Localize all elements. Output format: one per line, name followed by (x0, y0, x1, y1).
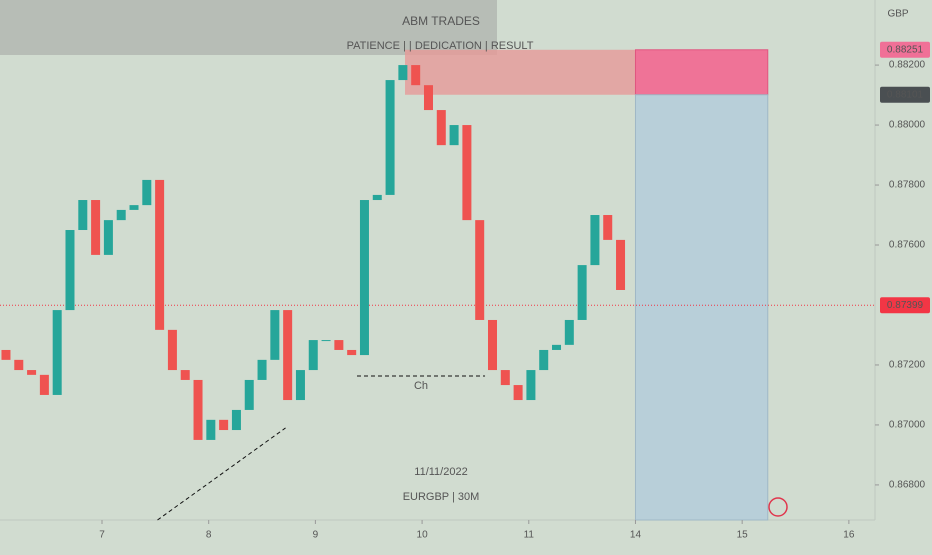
candle (539, 349, 549, 371)
x-tick-label: 11 (524, 530, 535, 541)
x-tick-label: 8 (206, 530, 212, 541)
candle (219, 419, 229, 431)
entry-price-label-box (880, 86, 930, 103)
candle (155, 179, 165, 330)
chart-title: ABM TRADES (402, 14, 480, 28)
candle (590, 215, 600, 266)
candle (206, 419, 216, 440)
candle (52, 310, 62, 395)
candle (321, 340, 331, 342)
candle (295, 370, 305, 401)
x-tick-label: 9 (313, 530, 319, 541)
y-tick-label: 0.86800 (889, 480, 926, 491)
candle (116, 209, 126, 221)
y-tick-label: 0.88000 (889, 120, 926, 131)
candle (385, 80, 395, 195)
candle (423, 85, 433, 111)
candle (1, 349, 11, 360)
candle (616, 239, 626, 290)
current-price-label-box (880, 297, 930, 314)
candle (603, 215, 613, 240)
header-box (0, 0, 497, 55)
watermark-symbol: EURGBP | 30M (403, 491, 480, 503)
stop-zone (634, 49, 769, 96)
x-tick-label: 14 (630, 530, 642, 541)
candle (27, 370, 37, 375)
candle (564, 319, 574, 345)
candle (462, 125, 472, 221)
candle (257, 359, 267, 380)
candle (103, 220, 113, 255)
candle (180, 370, 190, 380)
candle (14, 359, 24, 371)
y-tick-label: 0.87200 (889, 360, 926, 371)
candle (577, 265, 587, 320)
stop-price-label: 0.88251 (887, 44, 924, 55)
candle (359, 200, 369, 356)
candle (475, 220, 485, 320)
candle (193, 379, 203, 440)
candle (283, 310, 293, 401)
candle (500, 370, 510, 386)
y-tick-label: 0.87800 (889, 180, 926, 191)
candle (142, 179, 152, 206)
candle (270, 310, 280, 360)
candle (39, 374, 49, 395)
candle (347, 349, 357, 356)
trend-line (157, 427, 286, 521)
stop-price-label-box (880, 41, 930, 58)
candle (552, 344, 562, 350)
candle (449, 125, 459, 146)
candle (78, 200, 88, 231)
y-tick-label: 0.87600 (889, 240, 926, 251)
candle (244, 379, 254, 410)
plot (0, 49, 875, 521)
candle (308, 340, 318, 371)
currency-label: GBP (887, 9, 908, 20)
logo-icon (768, 497, 788, 517)
y-tick-label: 0.87000 (889, 420, 926, 431)
candle (129, 205, 139, 210)
x-tick-label: 16 (843, 530, 855, 541)
candle (91, 200, 101, 255)
candle (167, 329, 177, 371)
candle (411, 65, 421, 86)
candle (526, 370, 536, 401)
candle (65, 230, 75, 311)
candle (488, 319, 498, 371)
ch-label: Ch (414, 380, 428, 392)
target-zone (634, 94, 769, 521)
current-price-label: 0.87399 (887, 300, 924, 311)
watermark-date: 11/11/2022 (414, 466, 467, 478)
candle (372, 194, 382, 201)
candle (334, 340, 344, 350)
x-tick-label: 10 (417, 530, 429, 541)
candle (398, 65, 408, 81)
entry-price-label: 0.88101 (887, 89, 924, 100)
candle (436, 110, 446, 146)
candle (513, 385, 523, 401)
y-tick-label: 0.88200 (889, 60, 926, 71)
x-tick-label: 15 (737, 530, 749, 541)
candle (231, 409, 241, 431)
x-tick-label: 7 (99, 530, 105, 541)
chart-subtitle: PATIENCE | | DEDICATION | RESULT (347, 40, 534, 52)
stop-extension (405, 49, 636, 95)
